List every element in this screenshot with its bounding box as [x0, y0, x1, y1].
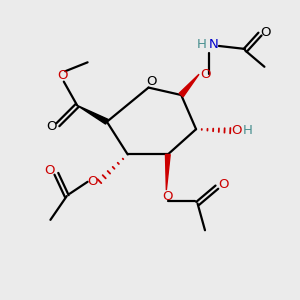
Text: H: H [242, 124, 252, 136]
Text: O: O [163, 190, 173, 203]
Polygon shape [166, 154, 170, 190]
Text: O: O [87, 175, 97, 188]
Text: O: O [146, 74, 157, 88]
Text: O: O [57, 69, 68, 82]
Text: N: N [209, 38, 219, 51]
Text: O: O [200, 68, 211, 81]
Text: O: O [45, 164, 55, 177]
Polygon shape [77, 105, 108, 124]
Polygon shape [179, 74, 199, 97]
Text: O: O [261, 26, 271, 39]
Text: O: O [218, 178, 229, 191]
Text: O: O [46, 120, 57, 133]
Text: O: O [232, 124, 242, 136]
Text: H: H [197, 38, 207, 51]
